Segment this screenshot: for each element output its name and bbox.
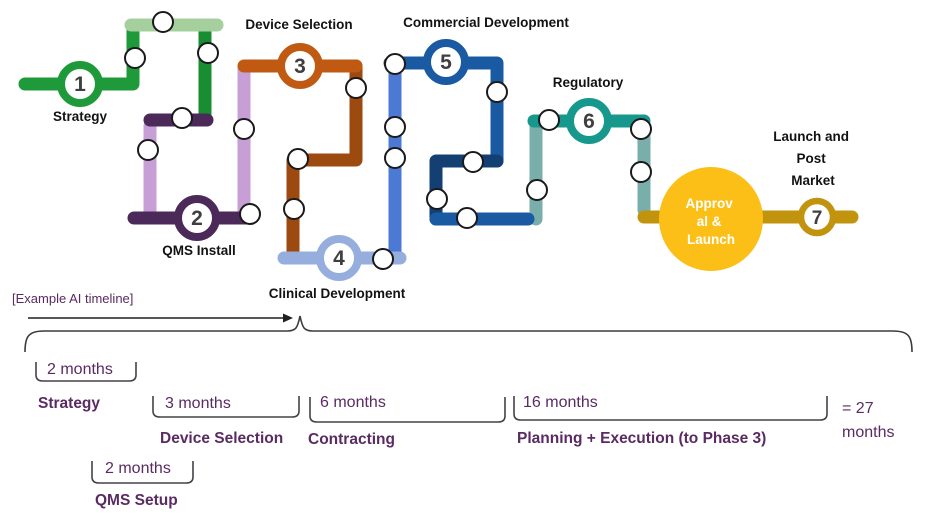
milestone-dots	[124, 11, 652, 270]
duration-qms-setup: 2 months	[105, 460, 171, 477]
duration-planning: 16 months	[523, 394, 598, 411]
approval-launch-node	[659, 167, 763, 271]
stage-7-number: 7	[812, 208, 823, 229]
approval-launch-label: Approv al & Launch	[685, 196, 736, 247]
milestone-dot	[287, 148, 309, 170]
bracket-strategy	[35, 362, 137, 382]
milestone-dot	[630, 118, 652, 140]
timeline-total-line1: = 27	[842, 400, 874, 417]
timeline-arrow-head	[283, 313, 293, 323]
duration-contracting: 6 months	[320, 394, 386, 411]
stage-4-number: 4	[333, 247, 345, 270]
milestone-dot	[526, 179, 548, 201]
milestone-dot	[462, 151, 484, 173]
bracket-planning	[513, 396, 828, 421]
milestone-dot	[384, 147, 406, 169]
stage-2-number: 2	[191, 207, 203, 230]
stage-3-label: Device Selection	[245, 17, 352, 32]
stage-5-label: Commercial Development	[403, 15, 569, 30]
milestone-dot	[171, 107, 193, 129]
stage-6-label: Regulatory	[553, 75, 624, 90]
milestone-dot	[283, 198, 305, 220]
stage-3-number: 3	[294, 55, 306, 78]
stage-5-node	[423, 39, 469, 85]
milestone-dot	[124, 47, 146, 69]
milestone-dot	[538, 109, 560, 131]
stage-4-node	[316, 235, 362, 281]
stage-4-label: Clinical Development	[269, 286, 406, 301]
bracket-qms-setup	[91, 461, 194, 484]
timeline-label-contracting: Contracting	[308, 431, 395, 448]
milestone-dot	[426, 188, 448, 210]
milestone-dot	[372, 248, 394, 270]
milestone-dot	[384, 116, 406, 138]
timeline-label-strategy: Strategy	[38, 395, 100, 412]
milestone-dot	[630, 161, 652, 183]
stage-6-node	[566, 98, 612, 144]
stage-1-number: 1	[74, 73, 86, 96]
stage-3-node	[277, 43, 323, 89]
stage-2-label: QMS Install	[162, 243, 236, 258]
stage-1-label: Strategy	[53, 109, 108, 124]
milestone-dot	[197, 42, 219, 64]
timeline-caption: [Example AI timeline]	[12, 291, 133, 306]
timeline-total-line2: months	[842, 424, 894, 441]
timeline-label-device-selection: Device Selection	[160, 430, 283, 447]
milestone-dot	[137, 139, 159, 161]
stage-7-label: Launch and Post Market	[773, 129, 853, 188]
stage-1-node	[57, 61, 103, 107]
timeline-label-qms-setup: QMS Setup	[95, 492, 178, 509]
milestone-dot	[384, 53, 406, 75]
stage-5-number: 5	[440, 51, 452, 74]
milestone-dot	[345, 77, 367, 99]
milestone-dot	[239, 203, 261, 225]
milestone-dot	[233, 118, 255, 140]
timeline-brace	[24, 315, 913, 353]
timeline-label-planning: Planning + Execution (to Phase 3)	[517, 430, 766, 447]
duration-device-selection: 3 months	[165, 395, 231, 412]
stage-2-node	[174, 195, 220, 241]
milestone-dot	[456, 207, 478, 229]
stage-7-node	[797, 197, 837, 237]
bracket-device-selection	[152, 396, 300, 418]
milestone-dot	[486, 81, 508, 103]
bracket-contracting	[309, 397, 506, 423]
duration-strategy: 2 months	[47, 361, 113, 378]
milestone-dot	[152, 11, 174, 33]
stage-6-number: 6	[583, 110, 595, 133]
